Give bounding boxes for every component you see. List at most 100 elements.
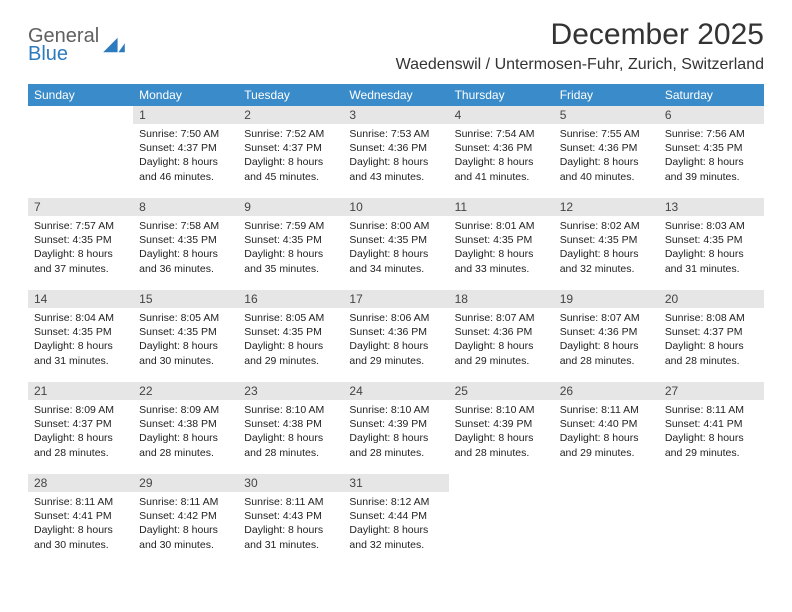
weekday-header: Friday bbox=[554, 84, 659, 106]
day-detail-line: Sunrise: 7:52 AM bbox=[244, 127, 337, 141]
day-details: Sunrise: 8:08 AMSunset: 4:37 PMDaylight:… bbox=[659, 308, 764, 372]
day-details bbox=[554, 492, 659, 499]
day-detail-line: Daylight: 8 hours and 43 minutes. bbox=[349, 155, 442, 183]
day-detail-line: Daylight: 8 hours and 28 minutes. bbox=[139, 431, 232, 459]
day-detail-line: Sunset: 4:37 PM bbox=[139, 141, 232, 155]
day-detail-line: Daylight: 8 hours and 28 minutes. bbox=[244, 431, 337, 459]
day-details bbox=[28, 124, 133, 131]
calendar-week-row: 21Sunrise: 8:09 AMSunset: 4:37 PMDayligh… bbox=[28, 382, 764, 474]
day-detail-line: Sunset: 4:35 PM bbox=[455, 233, 548, 247]
calendar-day-cell: 24Sunrise: 8:10 AMSunset: 4:39 PMDayligh… bbox=[343, 382, 448, 474]
day-details: Sunrise: 7:55 AMSunset: 4:36 PMDaylight:… bbox=[554, 124, 659, 188]
calendar-day-cell: 22Sunrise: 8:09 AMSunset: 4:38 PMDayligh… bbox=[133, 382, 238, 474]
day-detail-line: Sunset: 4:39 PM bbox=[349, 417, 442, 431]
day-details: Sunrise: 8:09 AMSunset: 4:38 PMDaylight:… bbox=[133, 400, 238, 464]
day-detail-line: Sunset: 4:35 PM bbox=[560, 233, 653, 247]
day-detail-line: Sunrise: 8:05 AM bbox=[139, 311, 232, 325]
day-number: 3 bbox=[343, 106, 448, 124]
calendar-day-cell: 1Sunrise: 7:50 AMSunset: 4:37 PMDaylight… bbox=[133, 106, 238, 198]
calendar-day-cell bbox=[554, 474, 659, 566]
day-detail-line: Sunset: 4:37 PM bbox=[244, 141, 337, 155]
day-details: Sunrise: 7:53 AMSunset: 4:36 PMDaylight:… bbox=[343, 124, 448, 188]
calendar-day-cell: 23Sunrise: 8:10 AMSunset: 4:38 PMDayligh… bbox=[238, 382, 343, 474]
day-detail-line: Sunset: 4:38 PM bbox=[244, 417, 337, 431]
day-number: 9 bbox=[238, 198, 343, 216]
calendar-day-cell: 17Sunrise: 8:06 AMSunset: 4:36 PMDayligh… bbox=[343, 290, 448, 382]
calendar-day-cell: 10Sunrise: 8:00 AMSunset: 4:35 PMDayligh… bbox=[343, 198, 448, 290]
day-number: 2 bbox=[238, 106, 343, 124]
day-number: 1 bbox=[133, 106, 238, 124]
day-details: Sunrise: 8:03 AMSunset: 4:35 PMDaylight:… bbox=[659, 216, 764, 280]
day-detail-line: Daylight: 8 hours and 29 minutes. bbox=[560, 431, 653, 459]
month-title: December 2025 bbox=[396, 18, 764, 52]
calendar-day-cell: 2Sunrise: 7:52 AMSunset: 4:37 PMDaylight… bbox=[238, 106, 343, 198]
day-detail-line: Sunrise: 8:11 AM bbox=[665, 403, 758, 417]
day-number: 17 bbox=[343, 290, 448, 308]
calendar-day-cell: 7Sunrise: 7:57 AMSunset: 4:35 PMDaylight… bbox=[28, 198, 133, 290]
calendar-day-cell: 25Sunrise: 8:10 AMSunset: 4:39 PMDayligh… bbox=[449, 382, 554, 474]
day-details: Sunrise: 7:59 AMSunset: 4:35 PMDaylight:… bbox=[238, 216, 343, 280]
day-detail-line: Sunrise: 8:07 AM bbox=[455, 311, 548, 325]
day-detail-line: Sunset: 4:41 PM bbox=[34, 509, 127, 523]
day-details: Sunrise: 8:06 AMSunset: 4:36 PMDaylight:… bbox=[343, 308, 448, 372]
calendar-day-cell: 6Sunrise: 7:56 AMSunset: 4:35 PMDaylight… bbox=[659, 106, 764, 198]
calendar-week-row: 28Sunrise: 8:11 AMSunset: 4:41 PMDayligh… bbox=[28, 474, 764, 566]
day-detail-line: Sunset: 4:36 PM bbox=[455, 325, 548, 339]
day-number: 6 bbox=[659, 106, 764, 124]
day-detail-line: Sunrise: 7:55 AM bbox=[560, 127, 653, 141]
day-details: Sunrise: 8:09 AMSunset: 4:37 PMDaylight:… bbox=[28, 400, 133, 464]
day-detail-line: Sunset: 4:35 PM bbox=[244, 325, 337, 339]
day-number: 20 bbox=[659, 290, 764, 308]
day-detail-line: Sunrise: 8:11 AM bbox=[34, 495, 127, 509]
calendar-day-cell: 31Sunrise: 8:12 AMSunset: 4:44 PMDayligh… bbox=[343, 474, 448, 566]
day-detail-line: Daylight: 8 hours and 30 minutes. bbox=[34, 523, 127, 551]
day-detail-line: Sunset: 4:36 PM bbox=[560, 325, 653, 339]
day-details: Sunrise: 8:02 AMSunset: 4:35 PMDaylight:… bbox=[554, 216, 659, 280]
day-detail-line: Sunrise: 8:11 AM bbox=[139, 495, 232, 509]
day-detail-line: Daylight: 8 hours and 36 minutes. bbox=[139, 247, 232, 275]
header: General Blue December 2025 Waedenswil / … bbox=[28, 18, 764, 82]
brand-triangle-icon bbox=[103, 36, 125, 54]
day-detail-line: Sunset: 4:36 PM bbox=[349, 141, 442, 155]
day-number: 27 bbox=[659, 382, 764, 400]
day-detail-line: Daylight: 8 hours and 41 minutes. bbox=[455, 155, 548, 183]
day-detail-line: Daylight: 8 hours and 31 minutes. bbox=[34, 339, 127, 367]
day-details bbox=[659, 492, 764, 499]
day-number: 11 bbox=[449, 198, 554, 216]
calendar-day-cell: 9Sunrise: 7:59 AMSunset: 4:35 PMDaylight… bbox=[238, 198, 343, 290]
day-detail-line: Sunrise: 8:03 AM bbox=[665, 219, 758, 233]
day-detail-line: Sunrise: 8:10 AM bbox=[455, 403, 548, 417]
day-detail-line: Sunrise: 8:11 AM bbox=[560, 403, 653, 417]
day-number: 15 bbox=[133, 290, 238, 308]
day-detail-line: Sunset: 4:38 PM bbox=[139, 417, 232, 431]
day-details: Sunrise: 8:10 AMSunset: 4:38 PMDaylight:… bbox=[238, 400, 343, 464]
day-detail-line: Sunrise: 7:56 AM bbox=[665, 127, 758, 141]
calendar-day-cell: 20Sunrise: 8:08 AMSunset: 4:37 PMDayligh… bbox=[659, 290, 764, 382]
day-detail-line: Sunset: 4:44 PM bbox=[349, 509, 442, 523]
day-details: Sunrise: 8:11 AMSunset: 4:43 PMDaylight:… bbox=[238, 492, 343, 556]
day-details: Sunrise: 8:04 AMSunset: 4:35 PMDaylight:… bbox=[28, 308, 133, 372]
title-block: December 2025 Waedenswil / Untermosen-Fu… bbox=[396, 18, 764, 82]
calendar-week-row: 1Sunrise: 7:50 AMSunset: 4:37 PMDaylight… bbox=[28, 106, 764, 198]
calendar-day-cell: 12Sunrise: 8:02 AMSunset: 4:35 PMDayligh… bbox=[554, 198, 659, 290]
day-detail-line: Daylight: 8 hours and 35 minutes. bbox=[244, 247, 337, 275]
calendar-day-cell bbox=[28, 106, 133, 198]
day-detail-line: Daylight: 8 hours and 29 minutes. bbox=[665, 431, 758, 459]
day-number: 18 bbox=[449, 290, 554, 308]
day-number: 12 bbox=[554, 198, 659, 216]
day-number: 13 bbox=[659, 198, 764, 216]
day-details: Sunrise: 8:11 AMSunset: 4:40 PMDaylight:… bbox=[554, 400, 659, 464]
day-detail-line: Sunset: 4:35 PM bbox=[349, 233, 442, 247]
day-number: 16 bbox=[238, 290, 343, 308]
day-detail-line: Daylight: 8 hours and 40 minutes. bbox=[560, 155, 653, 183]
day-detail-line: Sunrise: 8:09 AM bbox=[139, 403, 232, 417]
day-detail-line: Daylight: 8 hours and 28 minutes. bbox=[455, 431, 548, 459]
day-detail-line: Sunset: 4:36 PM bbox=[455, 141, 548, 155]
day-detail-line: Daylight: 8 hours and 46 minutes. bbox=[139, 155, 232, 183]
day-details: Sunrise: 7:56 AMSunset: 4:35 PMDaylight:… bbox=[659, 124, 764, 188]
day-number: 29 bbox=[133, 474, 238, 492]
day-detail-line: Sunset: 4:42 PM bbox=[139, 509, 232, 523]
calendar-day-cell: 4Sunrise: 7:54 AMSunset: 4:36 PMDaylight… bbox=[449, 106, 554, 198]
weekday-header: Monday bbox=[133, 84, 238, 106]
day-details: Sunrise: 8:07 AMSunset: 4:36 PMDaylight:… bbox=[449, 308, 554, 372]
